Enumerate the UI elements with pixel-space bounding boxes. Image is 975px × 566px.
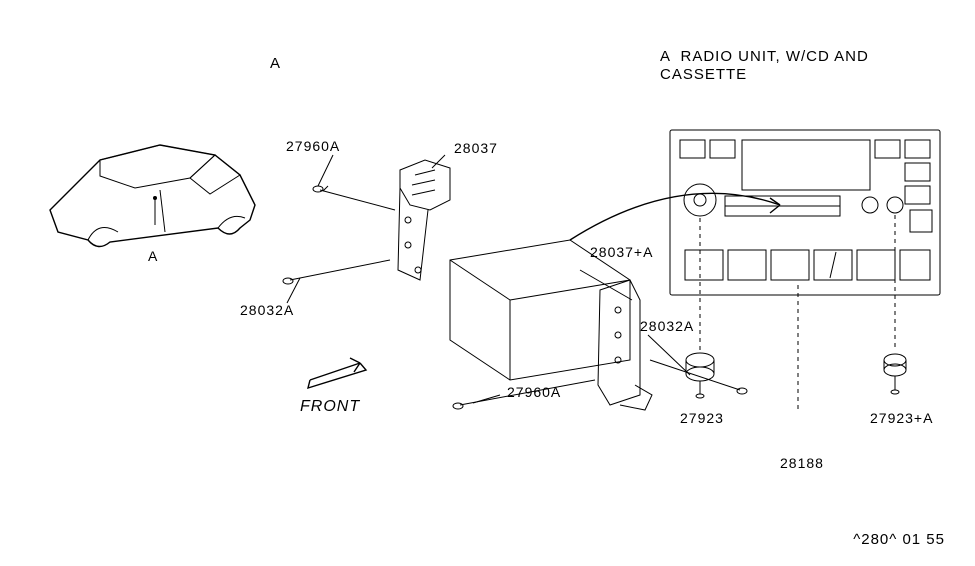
- diagram-stage: A A RADIO UNIT, W/CD AND CASSETTE 27960A…: [0, 0, 975, 566]
- label-28188: 28188: [780, 455, 824, 471]
- label-27923a: 27923+A: [870, 410, 933, 426]
- radio-box: [450, 240, 630, 380]
- tag-title: A RADIO UNIT, W/CD AND CASSETTE: [660, 48, 869, 84]
- label-28032a-left: 28032A: [240, 302, 294, 318]
- label-28032a-right: 28032A: [640, 318, 694, 334]
- label-27960a-top: 27960A: [286, 138, 340, 154]
- front-arrow: [308, 358, 366, 388]
- car-a-marker: A: [148, 248, 158, 264]
- label-28037: 28037: [454, 140, 498, 156]
- radio-face: [670, 130, 940, 410]
- footer-code: ^280^ 01 55: [853, 531, 945, 548]
- car-outline: [50, 145, 255, 247]
- tag-a: A: [270, 55, 281, 72]
- front-label: FRONT: [300, 398, 360, 416]
- label-27923: 27923: [680, 410, 724, 426]
- label-28037a: 28037+A: [590, 244, 653, 260]
- screw-right: [650, 360, 747, 394]
- bracket-right: [598, 280, 652, 410]
- diagram-svg: [0, 0, 975, 566]
- screw-topleft: [313, 186, 395, 210]
- label-27960a-bottom: 27960A: [507, 384, 561, 400]
- bracket-top-left: [398, 160, 450, 280]
